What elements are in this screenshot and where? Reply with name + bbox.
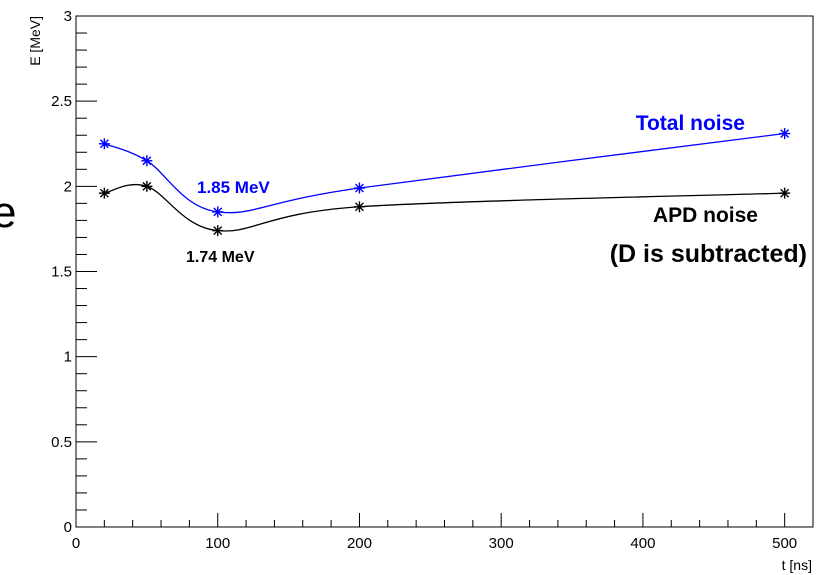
data-point-marker [141, 180, 153, 192]
data-point-marker [98, 138, 110, 150]
annotation-apd-noise: APD noise [653, 204, 758, 227]
annotation-apd-min-value: 1.74 MeV [186, 249, 255, 266]
annotation-total-noise: Total noise [636, 112, 745, 135]
x-tick-label: 200 [347, 535, 372, 552]
y-tick-label: 3 [64, 8, 72, 25]
cropped-text-fragment: e [0, 188, 17, 237]
data-point-marker [779, 187, 791, 199]
y-tick-label: 0 [64, 519, 72, 536]
data-point-marker [353, 182, 365, 194]
data-point-marker [212, 206, 224, 218]
data-point-marker [353, 201, 365, 213]
series-line-total-noise [104, 132, 785, 214]
data-point-marker [141, 155, 153, 167]
y-axis-label: E [MeV] [27, 16, 43, 66]
x-axis-label: t [ns] [782, 557, 812, 573]
annotation-total-min-value: 1.85 MeV [197, 178, 270, 197]
series-group [98, 128, 791, 237]
x-tick-label: 300 [489, 535, 514, 552]
x-tick-label: 400 [630, 535, 655, 552]
plot-frame [75, 15, 814, 528]
x-tick-label: 500 [772, 535, 797, 552]
x-tick-label: 100 [205, 535, 230, 552]
x-tick-label: 0 [72, 535, 80, 552]
y-tick-label: 1 [64, 349, 72, 366]
annotation-d-subtracted: (D is subtracted) [610, 240, 807, 268]
data-point-marker [779, 128, 791, 140]
y-tick-label: 2.5 [51, 93, 72, 110]
data-point-marker [98, 187, 110, 199]
y-tick-label: 2 [64, 178, 72, 195]
y-tick-label: 1.5 [51, 264, 72, 281]
data-point-marker [212, 225, 224, 237]
y-tick-label: 0.5 [51, 434, 72, 451]
axes-group: 0 100 200 300 400 500 0 0.5 1 1.5 2 2.5 3 [51, 8, 814, 552]
